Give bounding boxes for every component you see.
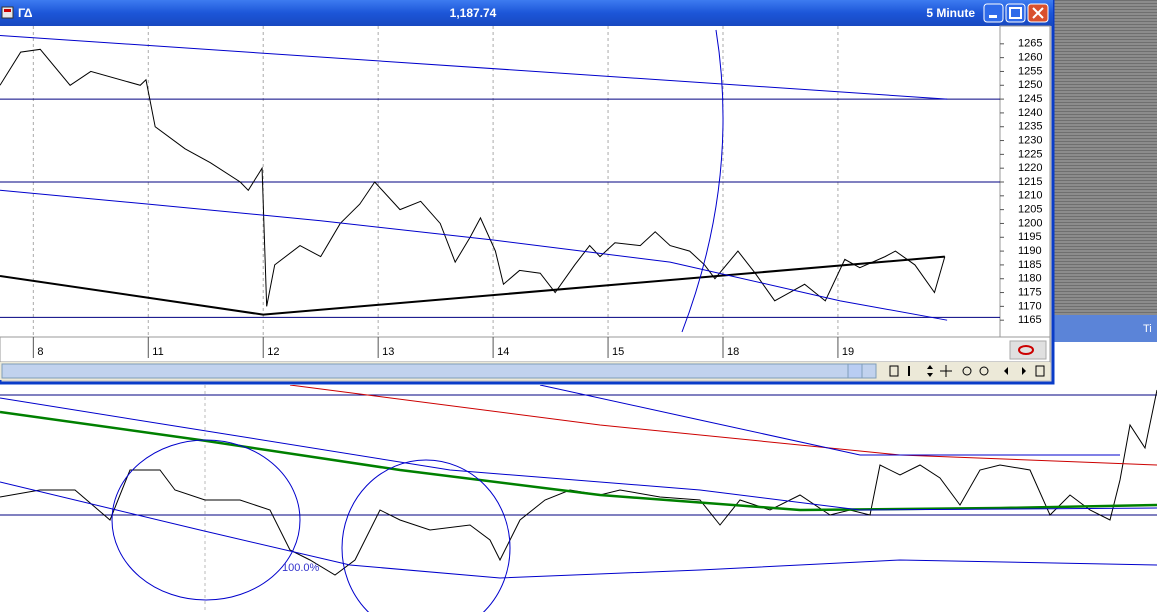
- y-tick-label: 1230: [1018, 134, 1042, 146]
- close-icon: [1032, 7, 1044, 19]
- y-tick-label: 1215: [1018, 176, 1042, 188]
- title-bar: [0, 0, 1053, 26]
- price-axis: [999, 25, 1051, 338]
- y-tick-label: 1180: [1018, 273, 1042, 285]
- y-tick-label: 1210: [1018, 190, 1042, 202]
- toolbar-icons: [889, 365, 1045, 377]
- main-plot: [0, 26, 1000, 337]
- y-tick-label: 1265: [1018, 38, 1042, 50]
- window-title: ΓΔ: [18, 6, 33, 20]
- circle-annotation: [341, 459, 511, 612]
- y-tick-label: 1170: [1018, 300, 1042, 312]
- y-tick-label: 1260: [1018, 52, 1042, 64]
- y-tick-label: 1175: [1018, 286, 1042, 298]
- tool-button[interactable]: [1004, 367, 1008, 375]
- background-window: [1053, 0, 1157, 315]
- axis-corner-button[interactable]: [1009, 340, 1047, 360]
- series-line: [0, 397, 1157, 511]
- x-tick-label: 12: [267, 346, 279, 358]
- window-icon[interactable]: [1, 6, 14, 19]
- y-tick-label: 1225: [1018, 148, 1042, 160]
- tool-button[interactable]: [979, 366, 989, 376]
- x-tick-label: 13: [382, 346, 394, 358]
- maximize-icon: [1009, 7, 1022, 19]
- y-tick-label: 1245: [1018, 93, 1042, 105]
- interval: 5 Minute: [926, 6, 975, 20]
- x-tick-label: 15: [612, 346, 624, 358]
- series-line: [0, 255, 945, 316]
- maximize-button[interactable]: [1005, 3, 1026, 23]
- time-axis: [0, 336, 1051, 363]
- x-tick-label: 8: [37, 346, 43, 358]
- arc-annotation: [681, 29, 724, 333]
- y-tick-label: 1190: [1018, 245, 1042, 257]
- x-tick-label: 19: [842, 346, 854, 358]
- tool-button[interactable]: [1035, 365, 1045, 377]
- axis-corner-icon: [1018, 345, 1034, 355]
- y-tick-label: 1220: [1018, 162, 1042, 174]
- y-tick-label: 1185: [1018, 259, 1042, 271]
- series-line: [0, 410, 1157, 512]
- series-line: [289, 385, 1157, 466]
- y-tick-label: 1200: [1018, 217, 1042, 229]
- y-tick-label: 1165: [1018, 314, 1042, 326]
- scroll-button[interactable]: [847, 363, 863, 379]
- background-tab-label: Ti: [1143, 323, 1152, 335]
- series-line: [0, 48, 946, 307]
- x-tick-label: 14: [497, 346, 509, 358]
- last-price: 1,187.74: [450, 6, 497, 20]
- series-line: [0, 35, 948, 100]
- x-tick-label: 11: [152, 346, 163, 358]
- tool-button[interactable]: [940, 365, 952, 377]
- lower-panel: [0, 385, 1157, 579]
- y-tick-label: 1205: [1018, 204, 1042, 216]
- annotation: 100.0%: [282, 562, 320, 574]
- tool-button[interactable]: [889, 365, 899, 377]
- window-icon-detail: [4, 9, 11, 12]
- tool-button[interactable]: [1022, 367, 1026, 375]
- y-tick-label: 1195: [1018, 231, 1042, 243]
- y-tick-label: 1235: [1018, 121, 1042, 133]
- x-tick-label: 18: [727, 346, 739, 358]
- minimize-button[interactable]: [983, 3, 1004, 23]
- y-tick-label: 1240: [1018, 107, 1042, 119]
- y-tick-label: 1250: [1018, 79, 1042, 91]
- minimize-icon: [989, 15, 997, 18]
- tool-button[interactable]: [962, 366, 972, 376]
- series-line: [539, 385, 1120, 456]
- background-tab[interactable]: [1053, 315, 1157, 342]
- tool-button[interactable]: [908, 366, 910, 376]
- y-tick-label: 1255: [1018, 65, 1042, 77]
- tool-button[interactable]: [927, 365, 933, 377]
- series-line: [0, 389, 1157, 576]
- circle-annotation: [111, 439, 301, 601]
- series-line: [0, 189, 948, 321]
- series-line: [0, 481, 1157, 579]
- scrollbar[interactable]: [1, 363, 877, 379]
